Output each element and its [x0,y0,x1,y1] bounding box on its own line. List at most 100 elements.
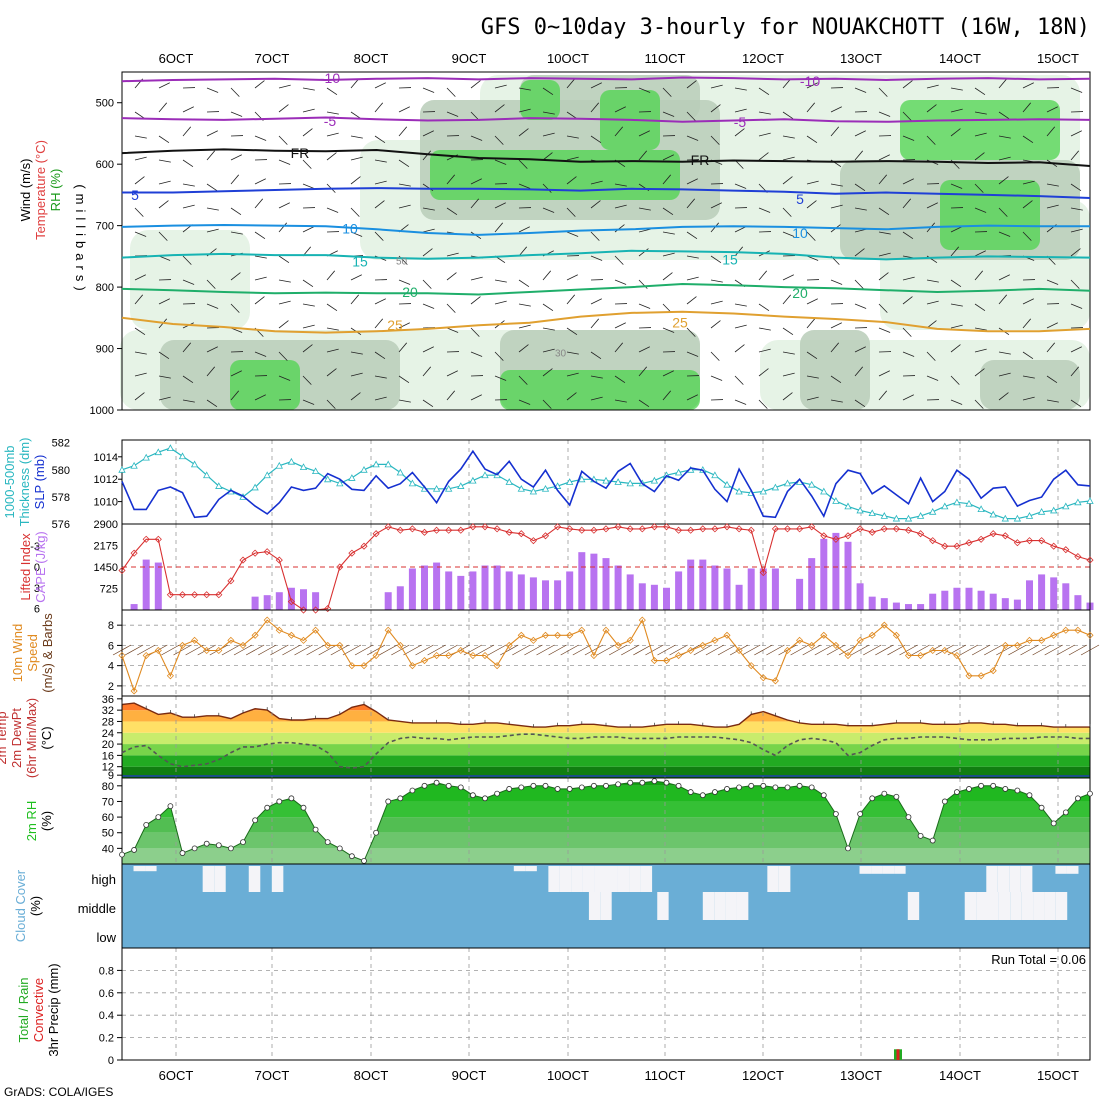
wind-barb [686,394,698,401]
wind-barb-10m [984,644,1003,656]
wind-barb [902,198,912,209]
wind-barb-10m [742,644,761,656]
wind-barb-10m [826,644,846,656]
wind-speed-marker [566,631,574,639]
wind-barb [638,346,650,353]
wind-barb [206,150,216,161]
day-label-bottom: 8OCT [354,1068,389,1083]
thickness-marker [904,514,913,522]
cape-bar [759,568,767,610]
li-marker [287,598,295,606]
wind-barb [398,204,411,209]
wind-barb [830,342,840,353]
wind-barb-10m [1068,644,1088,656]
wind-barb-10m [572,644,591,656]
wind-barb [902,394,914,401]
wind-barb [254,231,266,240]
wind-barb-10m [500,644,519,656]
cape-bar [542,580,549,610]
wind-speed-marker [372,651,380,660]
cloud-cell [1009,866,1021,892]
wind-barb [326,348,339,353]
wind-barb [782,294,792,305]
wind-barb [638,207,651,211]
tick-label: 80 [102,781,114,793]
wind-barb [302,159,312,169]
wind-barb [662,327,675,333]
wind-barb-10m [705,644,725,656]
cloud-cell [513,866,526,872]
wind-barb [254,276,267,281]
wind-barb [614,224,625,233]
slp-tick: 1012 [94,474,118,486]
cape-bar [868,596,876,610]
wind-barb [662,252,675,257]
rh-marker [445,782,452,789]
wind-barb [350,274,362,281]
li-marker [191,591,199,599]
wind-barb [566,207,576,217]
li-marker [771,525,779,533]
wind-barb [854,346,866,353]
cape-tick: 725 [100,584,118,596]
wind-speed-marker [844,651,852,660]
li-marker [965,539,973,547]
wind-barb [278,320,289,329]
thickness-marker [735,487,743,495]
li-tick: 0 [34,562,40,574]
wind-barb [1022,318,1032,329]
rh-marker [542,782,549,789]
wind-barb [1046,279,1059,285]
li-marker [638,525,646,533]
wind-barb [1046,126,1056,137]
rh-marker [591,782,597,789]
wind-barb [374,159,387,163]
wind-speed-marker [299,636,308,644]
wind-barb [494,202,506,209]
wind-barb [374,231,384,241]
li-marker [142,535,150,543]
wind-barb [542,303,554,312]
wind-speed-marker [384,626,392,634]
wind-speed-marker [590,651,598,660]
wind-barb-10m [124,644,144,656]
wind-barb-10m [366,644,386,656]
cloud-cell [907,892,920,920]
rh-marker [615,781,621,788]
thickness-marker [118,465,126,473]
wind-barb-10m [790,644,809,656]
thickness-marker [372,460,380,468]
wind-barb [542,399,552,409]
li-marker [941,542,949,550]
thickness-marker [771,483,780,491]
wind-barb-10m [560,644,579,656]
wind-barb [1046,183,1059,187]
wind-barb [734,399,747,405]
wind-barb [662,390,672,401]
wind-barb [878,207,890,216]
wind-barb [398,183,411,187]
wind-barb [734,324,747,329]
wind-barb-10m [282,644,301,656]
rh-marker [820,792,827,799]
temp-band [122,732,1090,745]
cape-bar [687,559,695,610]
wind-barb [782,207,792,217]
cape-bar [820,538,828,610]
cape-bar [481,565,489,610]
wind-speed-marker [856,636,864,644]
li-marker [263,548,271,556]
precip-frame [121,947,1091,1061]
rh-marker [578,784,585,791]
wind-barb [758,111,771,115]
wind-barb [422,366,432,377]
wind-barb [566,327,578,336]
rh-marker [881,790,888,797]
wind-speed-marker [868,631,876,639]
wind-barb [998,176,1009,185]
wind-barb [398,399,411,403]
wind-barb [350,135,363,139]
wind-barb [446,111,459,117]
wind-barb-10m [875,644,894,656]
contour-label: -10 [800,73,820,89]
